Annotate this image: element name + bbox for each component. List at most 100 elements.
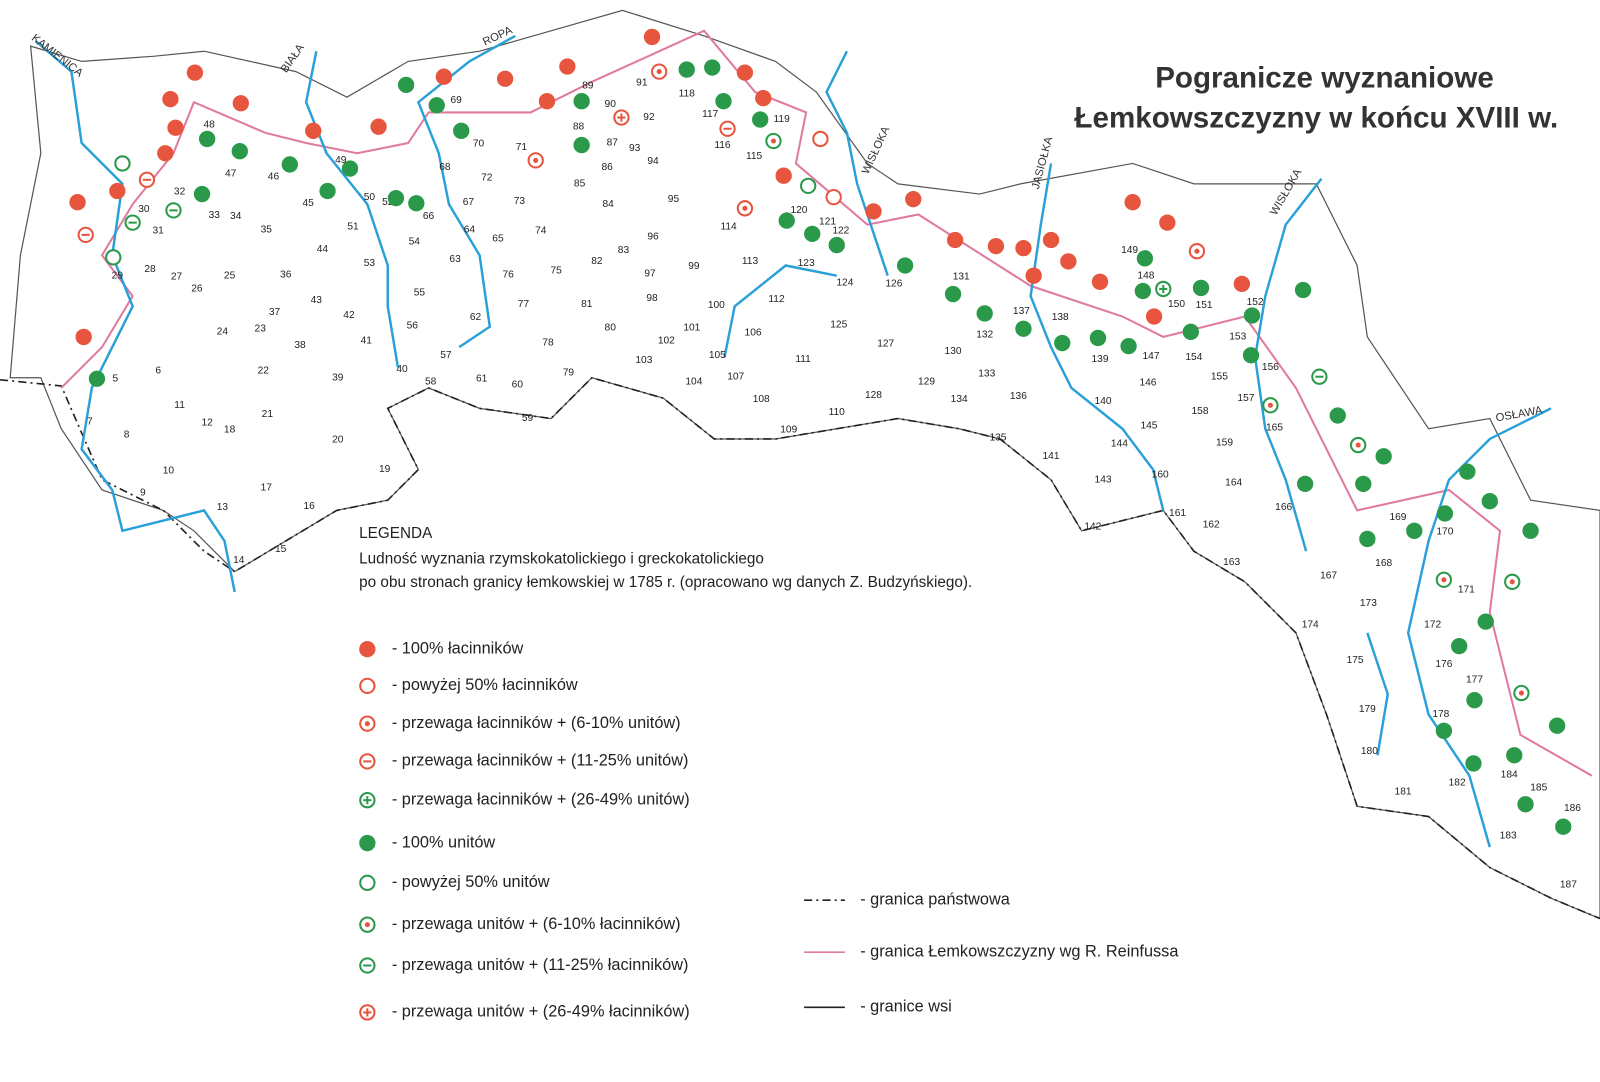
village-number: 14: [233, 555, 245, 566]
village-number: 84: [602, 199, 614, 210]
legend-item: - przewaga unitów + (6-10% łacinników): [359, 915, 681, 933]
village-number: 61: [476, 373, 488, 384]
village-number: 32: [174, 187, 186, 198]
legend-label: - przewaga unitów + (11-25% łacinników): [392, 956, 689, 974]
village-number: 108: [753, 394, 770, 405]
symbol: [1406, 522, 1423, 539]
village-number: 93: [629, 143, 641, 154]
village-number: 131: [953, 271, 970, 282]
symbol-dot: [1441, 577, 1447, 583]
village-number: 141: [1043, 451, 1060, 462]
village-number: 77: [518, 299, 530, 310]
state-border: [0, 376, 1600, 920]
symbol-dot: [364, 922, 370, 928]
village-number: 78: [542, 338, 554, 349]
symbol: [1296, 475, 1314, 493]
symbol: [1233, 275, 1250, 293]
village-number: 171: [1458, 585, 1475, 596]
symbol: [1355, 475, 1372, 493]
village-number: 117: [702, 109, 719, 120]
village-number: 72: [481, 172, 493, 183]
village-number: 56: [407, 320, 419, 331]
symbol: [75, 328, 92, 346]
village-number: 64: [464, 224, 476, 235]
village-number: 98: [646, 293, 658, 304]
village-number: 158: [1192, 406, 1209, 417]
village-number: 162: [1203, 519, 1220, 530]
symbol: [1015, 239, 1032, 257]
lemko-border: [60, 29, 1593, 777]
village-number: 142: [1084, 521, 1101, 532]
village-number: 76: [502, 269, 514, 280]
symbol: [1506, 747, 1523, 764]
symbol: [944, 285, 962, 303]
village-number: 152: [1247, 297, 1264, 308]
village-number: 132: [976, 330, 993, 341]
village-number: 92: [643, 112, 655, 123]
village-number: 27: [171, 271, 183, 282]
symbol: [359, 874, 376, 891]
village-number: 183: [1500, 831, 1517, 842]
legend-label: - 100% łacinników: [392, 639, 524, 657]
symbol: [946, 231, 964, 249]
village-number: 38: [294, 340, 306, 351]
river: [1406, 407, 1552, 848]
village-number: 106: [745, 328, 762, 339]
village-number: 115: [746, 151, 763, 162]
village-number: 165: [1266, 422, 1283, 433]
village-number: 69: [450, 95, 462, 106]
village-number: 149: [1121, 245, 1138, 256]
village-number: 182: [1449, 778, 1466, 789]
village-number: 143: [1095, 474, 1112, 485]
village-number: 178: [1432, 709, 1449, 720]
village-number: 33: [209, 210, 221, 221]
symbol-dot: [1509, 579, 1515, 585]
village-number: 57: [440, 350, 452, 361]
symbol: [1522, 522, 1539, 539]
symbol: [1517, 796, 1534, 813]
symbol: [1359, 530, 1376, 548]
village-number: 133: [978, 368, 995, 379]
legend-item: - powyżej 50% łacinników: [359, 676, 578, 694]
symbol: [1459, 463, 1476, 480]
symbol: [987, 237, 1005, 255]
symbol: [825, 188, 842, 206]
symbol: [359, 834, 376, 852]
symbol: [1091, 273, 1109, 290]
village-number: 120: [790, 205, 807, 216]
village-number: 186: [1564, 803, 1581, 814]
village-number: 172: [1424, 619, 1441, 630]
village-number: 164: [1225, 478, 1242, 489]
village-number: 99: [688, 261, 700, 272]
village-number: 65: [492, 234, 504, 245]
village-number: 25: [224, 270, 236, 281]
symbol: [387, 189, 405, 207]
symbol: [1192, 279, 1210, 297]
village-number: 185: [1530, 783, 1547, 794]
symbol: [496, 70, 514, 87]
symbol: [1145, 308, 1163, 325]
symbol-dot: [656, 69, 662, 75]
symbol: [1134, 282, 1152, 300]
legend-line-item: - granice wsi: [804, 998, 952, 1016]
village-number: 22: [258, 365, 270, 376]
symbol-dot: [364, 721, 370, 727]
symbol: [704, 59, 721, 76]
symbol: [157, 145, 174, 162]
village-number: 43: [311, 295, 323, 306]
village-number: 59: [522, 413, 534, 424]
symbol: [1555, 818, 1572, 835]
village-number: 155: [1211, 371, 1228, 382]
legend-label: - granica Łemkowszczyzny wg R. Reinfussa: [860, 943, 1179, 961]
village-number: 70: [473, 139, 485, 150]
symbol: [865, 203, 882, 220]
village-number: 150: [1168, 299, 1185, 310]
village-number: 174: [1302, 619, 1319, 630]
symbol: [828, 236, 845, 254]
symbol: [1120, 337, 1137, 355]
symbol: [232, 95, 249, 112]
village-number: 104: [685, 377, 702, 388]
symbol: [1060, 253, 1077, 270]
village-number: 154: [1185, 352, 1202, 363]
